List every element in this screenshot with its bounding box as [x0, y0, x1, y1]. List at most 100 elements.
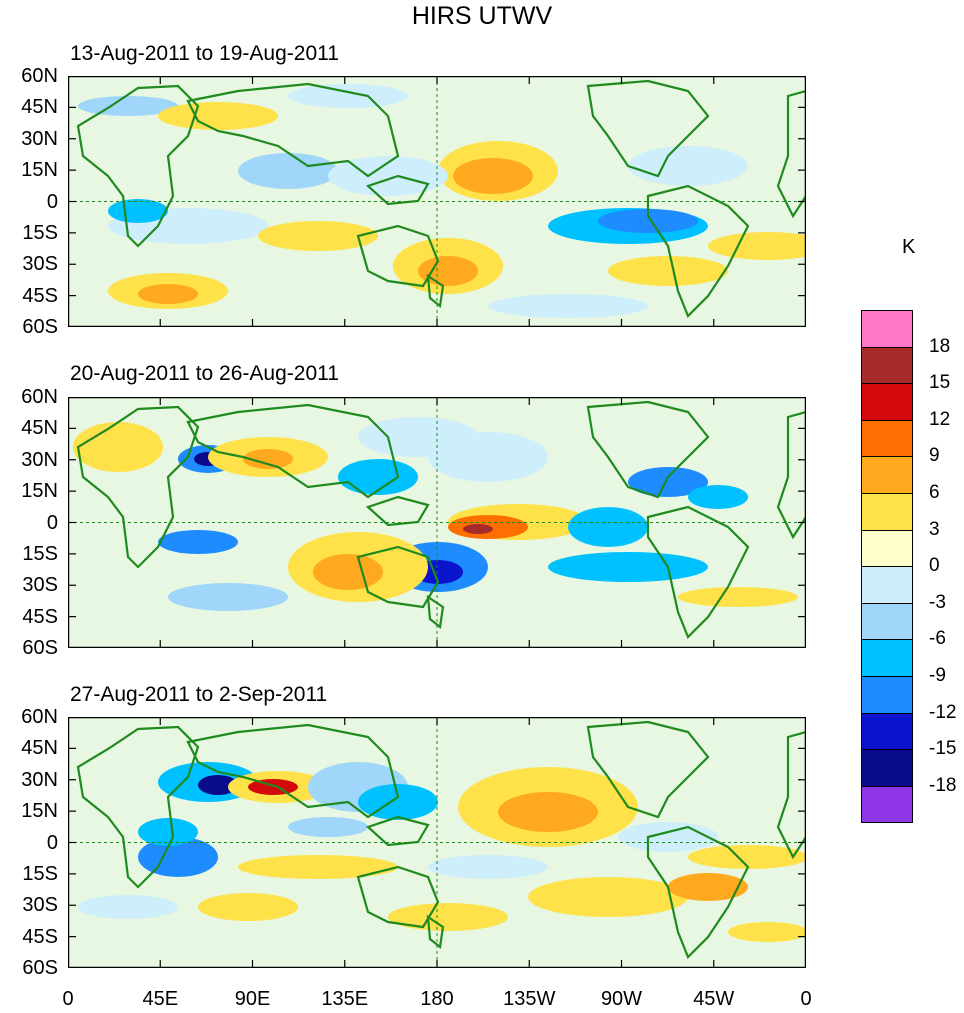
anomaly-contour [498, 792, 598, 832]
latitude-tick-label: 60N [21, 706, 58, 728]
anomaly-contour [568, 507, 648, 547]
coastline [186, 403, 400, 499]
coastline [365, 174, 430, 206]
coastline [356, 865, 440, 929]
coastline [356, 224, 440, 288]
anomaly-contour [608, 256, 728, 286]
panel-3-label: 27-Aug-2011 to 2-Sep-2011 [70, 683, 328, 706]
longitude-tick-label: 0 [800, 988, 812, 1010]
colorbar-label: 0 [929, 555, 940, 577]
coastline [586, 720, 710, 819]
longitude-tick-label: 45W [693, 988, 735, 1010]
latitude-tick-label: 30N [21, 127, 58, 150]
colorbar-label: 12 [929, 408, 951, 430]
anomaly-contour [198, 775, 238, 795]
longitude-tick-label: 90W [600, 988, 643, 1010]
anomaly-contour [528, 877, 688, 917]
coastline [426, 273, 445, 309]
anomaly-contour [728, 922, 806, 942]
anomaly-contour [358, 417, 478, 457]
latitude-tick-label: 60N [21, 386, 58, 408]
anomaly-contour [688, 485, 748, 509]
coastline [776, 730, 806, 860]
anomaly-contour [388, 903, 508, 931]
coastline [646, 825, 750, 959]
colorbar-label: -12 [929, 701, 957, 723]
longitude-tick-label: 135E [321, 988, 369, 1010]
colorbar-label: -9 [929, 665, 946, 686]
latitude-tick-label: 45N [21, 96, 58, 119]
coastline [426, 594, 445, 630]
colorbar-swatch [861, 493, 913, 531]
longitude-tick-label: 90E [234, 988, 271, 1010]
colorbar-swatch [861, 346, 913, 385]
map-svg [68, 717, 806, 968]
anomaly-contour [463, 524, 493, 534]
coastline [426, 914, 445, 950]
coastline [776, 410, 806, 540]
colorbar-label: 15 [929, 372, 951, 394]
colorbar-label: 9 [929, 445, 940, 467]
coastline [186, 82, 400, 178]
latitude-tick-label: 0 [46, 831, 58, 854]
latitude-tick-label: 45N [21, 737, 58, 760]
map-panel-2 [68, 397, 806, 648]
coastline [76, 725, 200, 889]
anomaly-contour [238, 855, 398, 879]
anomaly-contour [708, 232, 806, 260]
latitude-tick-label: 15N [21, 480, 58, 503]
anomaly-contour [258, 221, 378, 251]
colorbar-swatch [861, 712, 913, 751]
colorbar-swatch [861, 419, 913, 458]
latitude-tick-label: 45N [21, 417, 58, 440]
anomaly-contour [488, 294, 648, 318]
map-panel-1 [68, 76, 806, 327]
panel-1-label: 13-Aug-2011 to 19-Aug-2011 [70, 42, 339, 65]
latitude-tick-label: 15N [21, 800, 58, 823]
coastline [365, 495, 430, 527]
latitude-tick-label: 0 [46, 511, 58, 534]
map-panel-3 [68, 717, 806, 968]
anomaly-contour [668, 873, 748, 901]
longitude-tick-label: 0 [62, 988, 74, 1010]
anomaly-contour [78, 895, 178, 919]
anomaly-contour [73, 422, 163, 472]
longitude-tick-label: 135W [503, 988, 556, 1010]
latitude-tick-label: 60N [21, 65, 58, 87]
latitude-tick-label: 15S [22, 542, 58, 565]
latitude-tick-label: 60S [22, 316, 58, 338]
colorbar-label: 3 [929, 518, 940, 540]
coastline [365, 815, 430, 847]
anomaly-contour [328, 156, 448, 196]
latitude-tick-label: 15S [22, 221, 58, 244]
anomaly-contour [108, 199, 168, 223]
coastline [586, 79, 710, 178]
colorbar-swatch [861, 310, 913, 348]
map-svg [68, 76, 806, 327]
anomaly-contour [138, 284, 198, 304]
coastline [586, 400, 710, 499]
latitude-tick-label: 0 [46, 190, 58, 213]
anomaly-contour [338, 459, 418, 495]
colorbar-label: -3 [929, 591, 946, 613]
colorbar-swatch [861, 383, 913, 421]
coastline [356, 545, 440, 609]
panel-2-label: 20-Aug-2011 to 26-Aug-2011 [70, 362, 339, 385]
latitude-tick-label: 30S [22, 574, 58, 597]
colorbar-swatch [861, 676, 913, 714]
colorbar-label: -6 [929, 628, 946, 650]
longitude-tick-label: 180 [420, 988, 454, 1010]
anomaly-contour [628, 467, 708, 497]
colorbar-swatch [861, 639, 913, 677]
coastline [76, 405, 200, 569]
anomaly-contour [168, 583, 288, 611]
latitude-tick-label: 60S [22, 957, 58, 979]
latitude-tick-label: 15S [22, 862, 58, 885]
chart-title: HIRS UTWV [411, 2, 553, 30]
latitude-tick-label: 45S [22, 925, 58, 948]
colorbar-label: 18 [929, 335, 951, 357]
latitude-tick-label: 30S [22, 894, 58, 917]
colorbar-swatch [861, 456, 913, 494]
anomaly-contour [288, 84, 408, 108]
colorbar-label: 6 [929, 482, 940, 503]
